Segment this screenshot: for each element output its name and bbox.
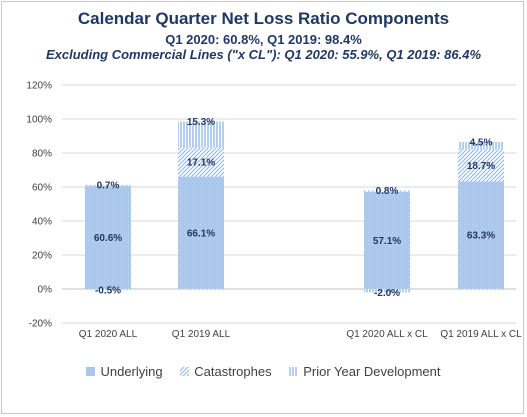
legend-label-pyd: Prior Year Development xyxy=(303,364,441,379)
legend-label-underlying: Underlying xyxy=(100,364,163,379)
gridlines xyxy=(62,84,516,324)
bar-catastrophes xyxy=(458,149,504,182)
y-tick-label: 100% xyxy=(26,115,52,126)
data-label-underlying: 57.1% xyxy=(373,236,401,247)
legend-item-catastrophes: Catastrophes xyxy=(180,364,272,379)
bar-catastrophes xyxy=(85,184,131,186)
legend-item-pyd: Prior Year Development xyxy=(289,364,441,379)
data-label-underlying: 60.6% xyxy=(94,233,122,244)
bar-pyd xyxy=(458,141,504,150)
data-label-pyd: -2.0% xyxy=(374,288,400,299)
legend-swatch-catastrophes xyxy=(180,367,190,376)
chart-title: Calendar Quarter Net Loss Ratio Componen… xyxy=(77,9,450,28)
data-label-underlying: 66.1% xyxy=(187,228,215,239)
legend-swatch-underlying xyxy=(86,367,96,376)
bar-underlying xyxy=(85,185,131,289)
bar-pyd xyxy=(364,289,410,293)
bar-catastrophes xyxy=(364,190,410,192)
bar-underlying xyxy=(364,191,410,289)
bar-underlying xyxy=(178,176,224,289)
y-tick-label: 60% xyxy=(32,183,52,194)
category-labels: Q1 2020 ALL Q1 2019 ALL Q1 2020 ALL x CL Q1… xyxy=(79,329,522,340)
y-tick-label: 40% xyxy=(32,217,52,228)
chart-subtitle-excluding-cl: Excluding Commercial Lines ("x CL"): Q1 … xyxy=(46,47,481,62)
data-label-pyd: -0.5% xyxy=(95,285,121,296)
legend-item-underlying: Underlying xyxy=(86,364,163,379)
data-label-underlying: 63.3% xyxy=(467,231,495,242)
y-axis-ticks: -20% 0% 20% 40% 60% 80% 100% 120% xyxy=(26,81,52,330)
bar-catastrophes xyxy=(178,147,224,177)
legend-label-catastrophes: Catastrophes xyxy=(194,364,272,379)
data-label-catastrophes: 0.8% xyxy=(376,186,399,197)
data-label-pyd: 15.3% xyxy=(187,117,215,128)
category-label: Q1 2019 ALL xyxy=(172,329,231,340)
y-tick-label: 120% xyxy=(26,81,52,92)
bar-pyd xyxy=(178,121,224,148)
data-label-pyd: 4.5% xyxy=(470,137,493,148)
legend-swatch-pyd xyxy=(289,367,299,376)
y-tick-label: -20% xyxy=(29,319,52,330)
y-tick-label: 80% xyxy=(32,149,52,160)
category-label: Q1 2020 ALL x CL xyxy=(346,329,428,340)
category-label: Q1 2020 ALL xyxy=(79,329,138,340)
bars xyxy=(85,121,504,293)
data-labels: 60.6% 0.7% -0.5% 66.1% 17.1% 15.3% 57.1% 0.8% -2… xyxy=(94,117,495,299)
data-label-catastrophes: 0.7% xyxy=(97,180,120,191)
data-label-catastrophes: 17.1% xyxy=(187,158,215,169)
y-tick-label: 20% xyxy=(32,251,52,262)
y-tick-label: 0% xyxy=(38,285,53,296)
data-label-catastrophes: 18.7% xyxy=(467,161,495,172)
category-label: Q1 2019 ALL x CL xyxy=(440,329,522,340)
bar-pyd xyxy=(85,289,131,290)
bar-underlying xyxy=(458,181,504,289)
chart-subtitle-totals: Q1 2020: 60.8%, Q1 2019: 98.4% xyxy=(165,32,362,47)
legend: Underlying Catastrophes Prior Year Devel… xyxy=(0,364,527,379)
